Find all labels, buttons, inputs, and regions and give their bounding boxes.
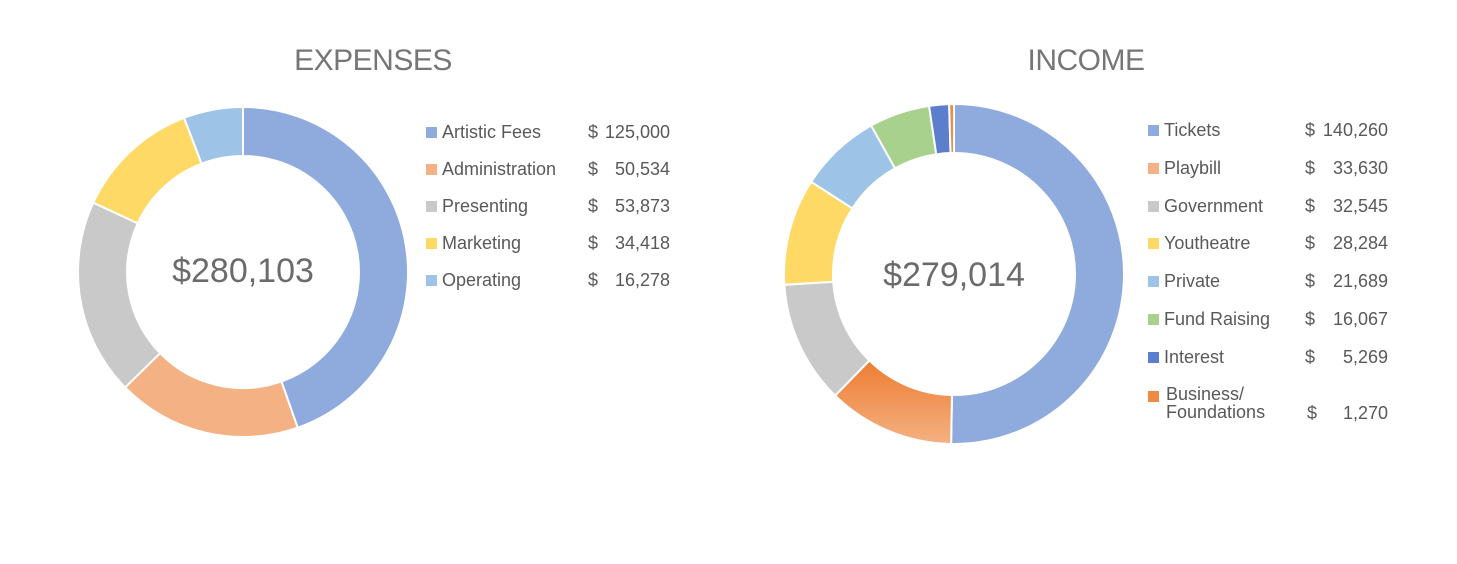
legend-currency: $ [1307, 403, 1318, 423]
legend-currency: $ [1305, 347, 1316, 367]
legend-currency: $ [588, 159, 599, 179]
legend-label: Administration [442, 159, 557, 179]
legend-swatch [426, 238, 437, 249]
legend-value: 140,260 [1322, 120, 1388, 140]
income-total: $279,014 [883, 256, 1025, 294]
legend-value: 21,689 [1332, 271, 1388, 291]
legend-currency: $ [588, 233, 599, 253]
expenses-slice-operating [182, 105, 244, 165]
expenses-slice-presenting [77, 201, 162, 389]
legend-value: 1,270 [1342, 403, 1388, 423]
legend-value: 50,534 [614, 159, 670, 179]
legend-currency: $ [588, 270, 599, 290]
legend-swatch [426, 127, 437, 138]
legend-swatch [1148, 391, 1159, 402]
expenses-total: $280,103 [172, 252, 314, 290]
legend-value: 16,278 [614, 270, 670, 290]
legend-label: Playbill [1164, 158, 1222, 178]
legend-swatch [1148, 314, 1159, 325]
legend-label: Presenting [442, 196, 529, 216]
legend-label: Youtheatre [1164, 233, 1251, 253]
legend-swatch [1148, 163, 1159, 174]
legend-value: 32,545 [1332, 196, 1388, 216]
legend-swatch [1148, 125, 1159, 136]
expenses-slice-artistic-fees [242, 105, 409, 429]
legend-swatch [426, 201, 437, 212]
legend-label: Private [1164, 271, 1221, 291]
legend-swatch [1148, 352, 1159, 363]
legend-currency: $ [1305, 309, 1316, 329]
legend-currency: $ [588, 196, 599, 216]
legend-currency: $ [588, 122, 599, 142]
legend-value: 33,630 [1332, 158, 1388, 178]
legend-label: Interest [1164, 347, 1225, 367]
legend-label: Marketing [442, 233, 522, 253]
legend-currency: $ [1305, 196, 1316, 216]
income-slice-business-foundations [948, 102, 955, 155]
legend-swatch [1148, 276, 1159, 287]
legend-value: 28,284 [1332, 233, 1388, 253]
legend-currency: $ [1305, 271, 1316, 291]
legend-value: 125,000 [604, 122, 670, 142]
legend-label: Artistic Fees [442, 122, 542, 142]
legend-swatch [1148, 238, 1159, 249]
legend-label: Tickets [1164, 120, 1221, 140]
legend-label: Business/ Foundations [1166, 384, 1266, 422]
legend-value: 5,269 [1342, 347, 1388, 367]
legend-label: Operating [442, 270, 522, 290]
legend-label: Fund Raising [1164, 309, 1271, 329]
legend-swatch [426, 275, 437, 286]
legend-label: Government [1164, 196, 1264, 216]
legend-value: 34,418 [614, 233, 670, 253]
legend-currency: $ [1305, 233, 1316, 253]
income-slice-tickets [950, 102, 1125, 445]
expenses-title: EXPENSES [294, 44, 452, 77]
legend-currency: $ [1305, 158, 1316, 178]
income-title: INCOME [1027, 44, 1146, 77]
expenses-slice-administration [123, 351, 299, 438]
legend-currency: $ [1305, 120, 1316, 140]
legend-swatch [1148, 201, 1159, 212]
expenses-slice-marketing [91, 116, 203, 225]
legend-value: 16,067 [1332, 309, 1388, 329]
legend-swatch [426, 164, 437, 175]
legend-value: 53,873 [614, 196, 670, 216]
